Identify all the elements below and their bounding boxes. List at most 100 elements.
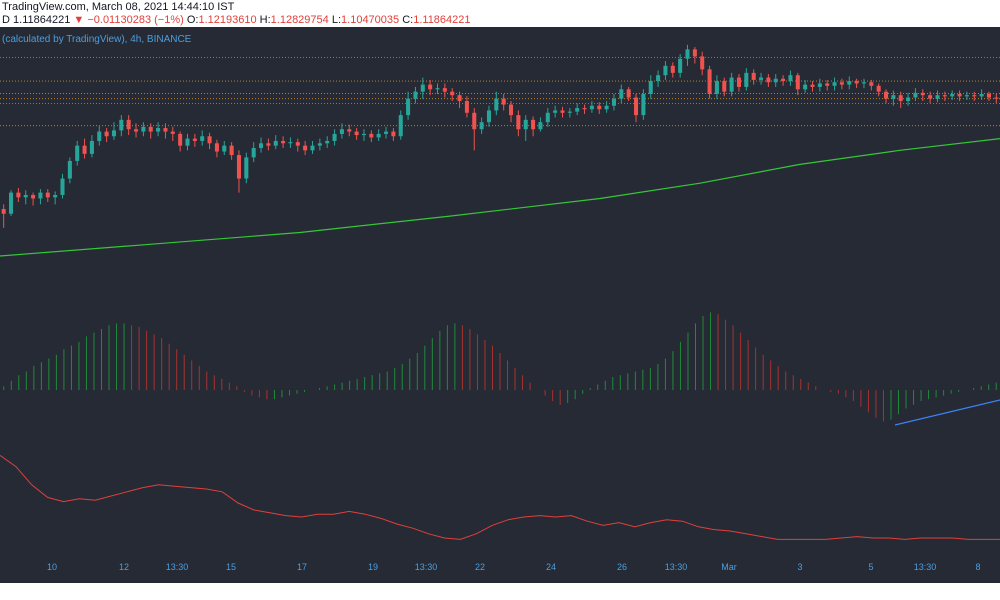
x-tick-label: Mar [721,562,737,572]
source-line: TradingView.com, March 08, 2021 14:44:10… [2,1,235,13]
candle-body [810,84,815,87]
candle-body [163,128,168,132]
candle-body [192,138,197,141]
candle [141,122,146,137]
candle [53,191,58,205]
candle [906,92,911,106]
candle-body [773,78,778,83]
candle [266,138,271,151]
x-tick-label: 13:30 [914,562,937,572]
candle [884,89,889,104]
candle [60,173,65,199]
candle-body [1,209,6,214]
candle-body [134,129,139,132]
candle [251,142,256,163]
candle-body [619,89,624,99]
candle [185,133,190,151]
candle-body [361,133,366,136]
candle [553,105,558,118]
candle-body [472,112,477,130]
candle-body [435,88,440,90]
candle [111,122,116,140]
candle [942,91,947,102]
candle [192,133,197,147]
candle-body [273,140,278,146]
candle-body [891,95,896,99]
header-bar: TradingView.com, March 08, 2021 14:44:10… [0,0,1000,27]
chart-area[interactable] [0,27,1000,583]
candle-body [560,110,565,113]
candle-body [920,92,925,96]
candle [361,129,366,141]
candle [339,123,344,139]
candle-body [464,101,469,113]
candle [920,89,925,102]
candle [523,115,528,141]
candle [685,44,690,66]
candle-body [236,155,241,179]
price-candles [1,44,999,228]
candle [479,117,484,134]
candle [891,90,896,106]
candle-body [450,91,455,96]
candle-body [214,143,219,152]
candle [810,81,815,92]
candle-body [839,82,844,85]
candle-body [185,138,190,146]
candle-body [575,108,580,112]
x-tick-label: 22 [475,562,485,572]
candle [104,128,109,143]
candle-body [442,88,447,92]
open-value: 1.12193610 [198,14,257,26]
candle [861,78,866,89]
candle-body [295,142,300,146]
candle-body [428,84,433,90]
candle [994,94,999,104]
x-tick-label: 12 [119,562,129,572]
candle [207,132,212,150]
candle-body [685,49,690,59]
candle [384,126,389,139]
x-tick-label: 10 [47,562,57,572]
candle-body [332,133,337,141]
candle [935,90,940,103]
candle [766,74,771,87]
candle [957,90,962,102]
candle-body [509,104,514,116]
candle-body [156,128,161,132]
candle [1,204,6,228]
candle [435,83,440,94]
candle-body [75,145,80,161]
candle-body [604,105,609,110]
x-tick-label: 26 [617,562,627,572]
candle [450,88,455,102]
candle [288,137,293,148]
candle [898,91,903,109]
candle-body [38,192,43,199]
candle-body [729,77,734,92]
candle-body [354,131,359,136]
candle [714,75,719,99]
quote-prefix: D [2,14,10,26]
candle-body [817,83,822,87]
candle-body [369,133,374,138]
candle [134,123,139,138]
candle [575,103,580,116]
candle [759,72,764,85]
low-label: L: [331,14,342,26]
candle-body [648,81,653,94]
candle-body [288,142,293,144]
candle-body [45,192,50,198]
x-tick-label: 8 [975,562,980,572]
candle [744,68,749,91]
candle-body [795,75,800,90]
candle-body [391,131,396,137]
candle [332,129,337,146]
low-value: 1.10470035 [341,14,400,26]
horizontal-levels [0,57,1000,127]
close-value: 1.11864221 [413,14,471,26]
candle [75,140,80,166]
candle-body [964,95,969,97]
candle-body [803,84,808,90]
